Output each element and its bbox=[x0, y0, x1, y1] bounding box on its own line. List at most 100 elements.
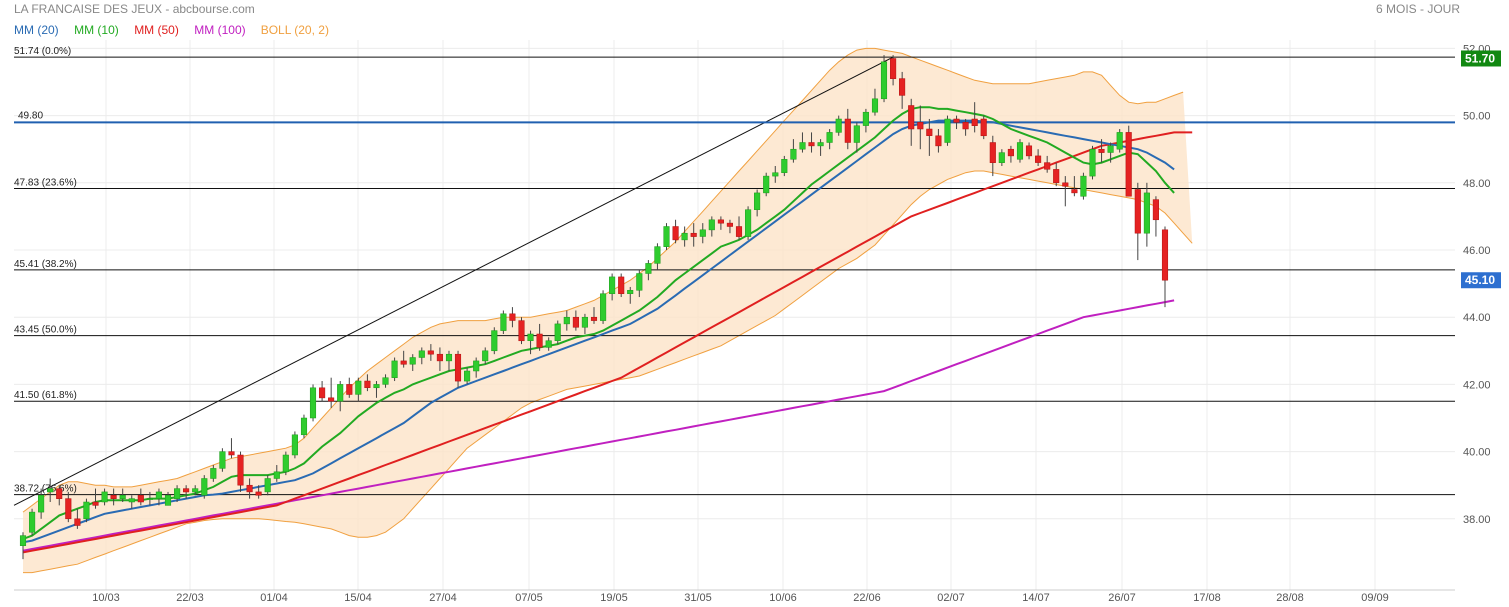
candle bbox=[935, 129, 942, 153]
candle bbox=[291, 431, 298, 459]
legend-item: MM (10) bbox=[74, 23, 119, 37]
candle bbox=[436, 347, 443, 371]
candle bbox=[201, 475, 208, 499]
candle bbox=[473, 357, 480, 378]
candle bbox=[1016, 139, 1024, 163]
candle-body bbox=[454, 353, 462, 382]
candle-body bbox=[47, 488, 54, 493]
candle-body bbox=[1044, 162, 1051, 170]
candle-body bbox=[690, 232, 697, 237]
candle-body bbox=[146, 498, 153, 500]
candle-body bbox=[192, 488, 199, 493]
candle-body bbox=[699, 229, 706, 237]
candle bbox=[545, 337, 552, 351]
header: LA FRANCAISE DES JEUX - abcbourse.com 6 … bbox=[14, 2, 1460, 16]
candle bbox=[38, 488, 45, 519]
candle-body bbox=[1071, 189, 1078, 194]
candle-body bbox=[609, 276, 616, 294]
candle-body bbox=[74, 518, 81, 526]
fib-level-label: 45.41 (38.2%) bbox=[14, 259, 77, 270]
candle bbox=[1080, 172, 1087, 200]
candle bbox=[400, 350, 407, 368]
candle-body bbox=[273, 471, 280, 479]
x-tick-label: 31/05 bbox=[684, 592, 712, 604]
candle bbox=[627, 286, 634, 304]
candle-body bbox=[600, 293, 607, 321]
candle-body bbox=[663, 226, 670, 247]
candle-body bbox=[826, 132, 833, 143]
candle bbox=[536, 323, 543, 351]
ma100-line bbox=[22, 299, 1175, 552]
candle bbox=[527, 330, 534, 355]
candle bbox=[83, 498, 90, 523]
candle bbox=[618, 273, 625, 298]
x-tick-label: 10/06 bbox=[769, 592, 797, 604]
candle-body bbox=[1053, 169, 1060, 184]
candle bbox=[509, 307, 516, 328]
candle bbox=[210, 465, 217, 482]
candle bbox=[609, 273, 616, 301]
candle bbox=[56, 485, 63, 506]
candle bbox=[482, 347, 489, 365]
candle bbox=[962, 118, 969, 136]
candle bbox=[337, 381, 344, 412]
candle-body bbox=[382, 377, 389, 385]
candle-body bbox=[917, 122, 924, 130]
candle-body bbox=[1080, 175, 1087, 197]
candle bbox=[92, 488, 99, 509]
fib-level-label: 41.50 (61.8%) bbox=[14, 390, 77, 401]
candle-body bbox=[708, 219, 715, 231]
y-tick-label: 40.00 bbox=[1463, 447, 1491, 459]
candle-body bbox=[953, 118, 960, 123]
legend: MM (20) MM (10) MM (50) MM (100) BOLL (20, 2… bbox=[14, 23, 329, 37]
candle bbox=[1152, 196, 1159, 237]
x-tick-label: 22/06 bbox=[853, 592, 881, 604]
candle bbox=[917, 105, 924, 150]
candle bbox=[790, 139, 797, 163]
candle-body bbox=[282, 454, 289, 473]
x-tick-label: 26/07 bbox=[1108, 592, 1136, 604]
candle-body bbox=[264, 478, 271, 493]
candle bbox=[418, 347, 425, 365]
candle bbox=[572, 310, 579, 331]
candle bbox=[690, 223, 697, 247]
resistance-label: 49.80 bbox=[18, 110, 43, 121]
candle-body bbox=[1089, 148, 1096, 177]
candle-body bbox=[1062, 182, 1069, 187]
candle-body bbox=[500, 313, 507, 331]
candle bbox=[772, 166, 779, 183]
candle bbox=[491, 327, 498, 355]
candle bbox=[754, 189, 761, 217]
candle-body bbox=[427, 350, 434, 355]
candle-body bbox=[1134, 189, 1141, 234]
candle bbox=[255, 485, 262, 499]
candle bbox=[1044, 155, 1051, 173]
candle-body bbox=[899, 78, 906, 96]
candle bbox=[971, 102, 978, 133]
candle-body bbox=[1143, 192, 1150, 234]
candle bbox=[563, 310, 570, 331]
candle bbox=[726, 219, 733, 234]
candle bbox=[29, 508, 36, 536]
bollinger-fill bbox=[23, 48, 1193, 573]
chart-title: LA FRANCAISE DES JEUX - abcbourse.com bbox=[14, 2, 255, 16]
candle bbox=[454, 350, 462, 388]
candle bbox=[699, 223, 706, 244]
x-tick-label: 22/03 bbox=[176, 592, 204, 604]
candle bbox=[763, 172, 770, 197]
candle bbox=[581, 313, 588, 334]
candle-body bbox=[627, 290, 634, 294]
candle bbox=[464, 367, 471, 385]
price-tag-label: 45.10 bbox=[1465, 273, 1495, 287]
candle bbox=[1116, 129, 1123, 153]
x-tick-label: 27/04 bbox=[429, 592, 457, 604]
candle bbox=[364, 374, 371, 392]
candle-body bbox=[1007, 148, 1014, 157]
candle-body bbox=[219, 451, 226, 469]
candle bbox=[890, 55, 897, 86]
x-axis: 10/03 22/03 01/04 15/04 27/04 07/05 19/05 31/05… bbox=[92, 592, 1389, 604]
candle-body bbox=[735, 226, 743, 237]
candle bbox=[799, 132, 806, 153]
candle bbox=[373, 381, 380, 398]
